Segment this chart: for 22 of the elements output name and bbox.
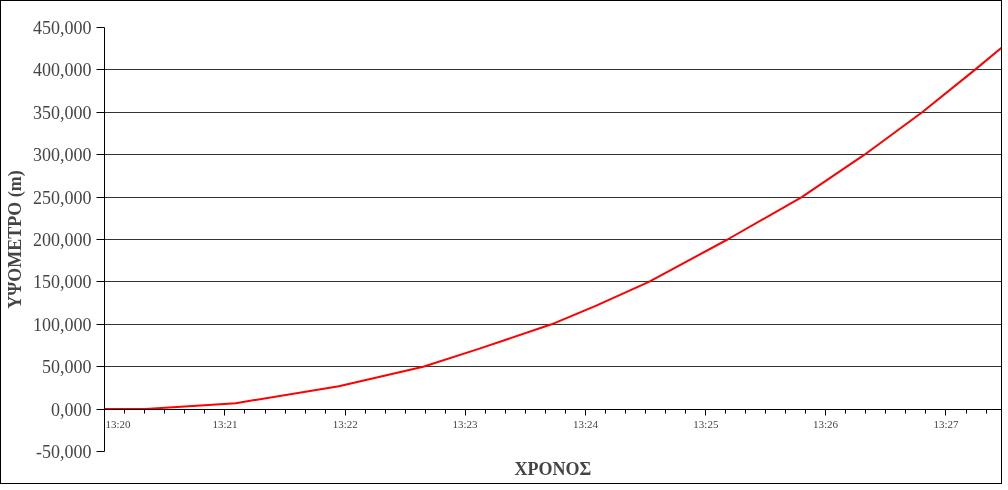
y-tick-label: 50,000 <box>42 357 92 378</box>
x-tick-label: 13:26 <box>813 418 839 431</box>
y-tick-label: 200,000 <box>33 230 92 250</box>
x-tick-label: 13:25 <box>693 418 719 431</box>
y-axis-title: ΥΨΟΜΕΤΡΟ (m) <box>5 170 26 309</box>
y-tick-label: 300,000 <box>33 145 92 166</box>
y-tick-label: 450,000 <box>33 18 92 38</box>
y-tick-label: 250,000 <box>33 187 92 208</box>
y-tick-label: 350,000 <box>33 102 92 123</box>
y-tick-label: 150,000 <box>33 272 92 293</box>
x-tick-label: 13:23 <box>452 418 479 431</box>
x-tick-label: 13:20 <box>105 418 132 431</box>
x-tick-label: 13:27 <box>933 418 960 431</box>
x-tick-label: 13:22 <box>332 418 358 431</box>
y-tick-label: -50,000 <box>36 442 92 462</box>
y-tick-label: 400,000 <box>33 60 92 81</box>
line-series <box>104 46 1001 411</box>
y-tick-label: 100,000 <box>33 314 92 335</box>
x-tick-label: 13:21 <box>212 418 238 431</box>
x-axis-title: ΧΡΟΝΟΣ <box>514 458 592 479</box>
x-tick-label: 13:24 <box>572 418 599 431</box>
y-tick-label: 0,000 <box>51 399 92 420</box>
